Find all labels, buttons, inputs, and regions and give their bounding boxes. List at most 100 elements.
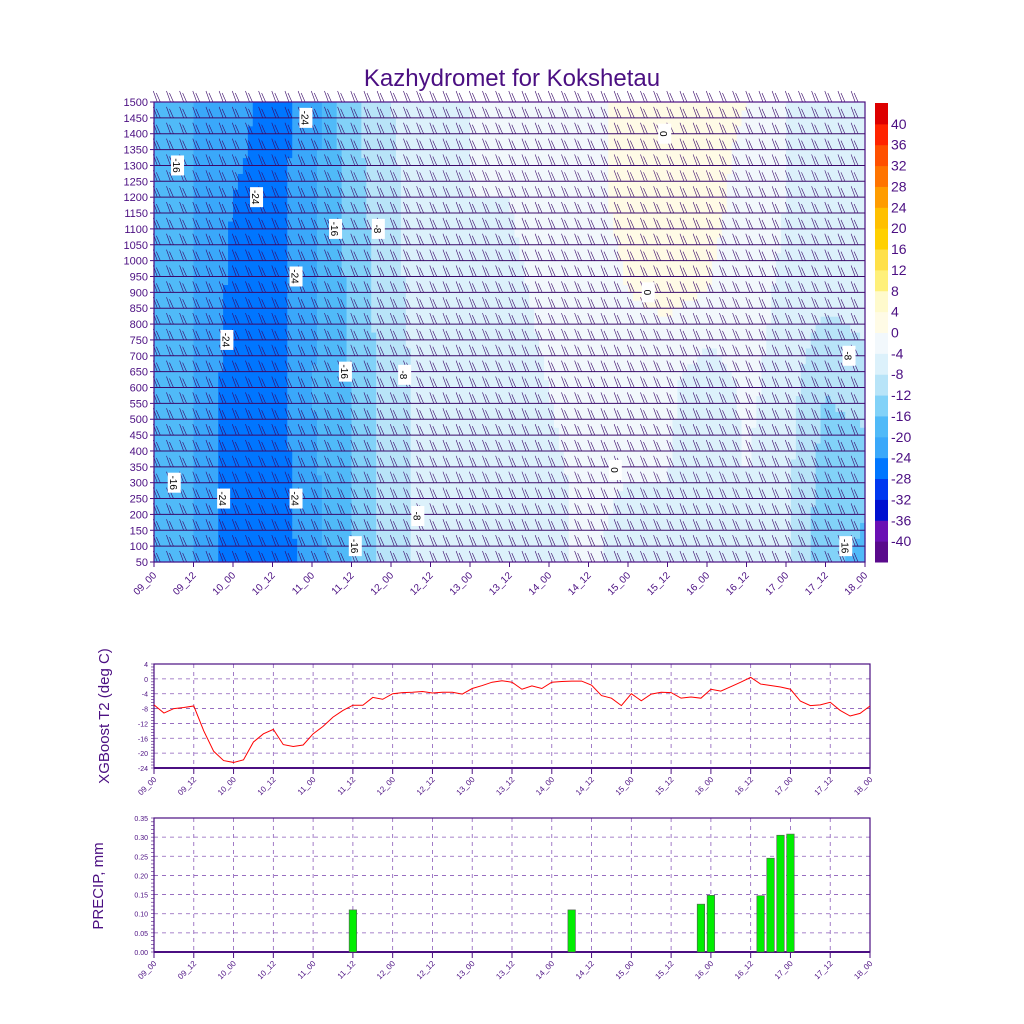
temperature-cell: [534, 490, 540, 500]
temperature-cell: [415, 546, 422, 555]
temperature-cell: [558, 458, 565, 468]
temperature-cell: [312, 474, 318, 484]
temperature-cell: [479, 379, 486, 389]
temperature-cell: [415, 395, 422, 404]
temperature-cell: [391, 506, 397, 516]
temperature-cell: [494, 165, 501, 174]
temperature-cell: [262, 435, 269, 444]
temperature-cell: [223, 371, 229, 381]
temperature-cell: [558, 276, 565, 286]
temperature-cell: [549, 300, 555, 309]
temperature-cell: [420, 205, 427, 214]
temperature-cell: [499, 141, 506, 151]
temperature-cell: [331, 546, 338, 555]
temperature-cell: [489, 157, 496, 167]
temperature-cell: [292, 260, 298, 270]
temperature-cell: [218, 546, 224, 555]
temperature-cell: [568, 252, 575, 262]
temperature-cell: [499, 347, 506, 357]
temperature-cell: [514, 197, 520, 206]
temperature-cell: [376, 165, 382, 174]
temperature-cell: [154, 427, 160, 436]
temperature-cell: [178, 474, 185, 484]
temperature-cell: [470, 490, 476, 500]
temperature-cell: [336, 252, 343, 262]
temperature-cell: [366, 355, 372, 365]
temperature-cell: [198, 411, 204, 420]
temperature-cell: [366, 197, 372, 206]
temperature-cell: [460, 554, 466, 563]
temperature-cell: [395, 522, 402, 531]
temperature-cell: [395, 427, 402, 436]
temperature-cell: [346, 197, 353, 206]
temperature-cell: [292, 157, 298, 167]
temperature-cell: [262, 316, 269, 325]
temperature-cell: [504, 324, 511, 333]
temperature-cell: [366, 133, 372, 143]
temperature-cell: [494, 554, 501, 563]
temperature-cell: [233, 482, 239, 492]
temperature-cell: [539, 244, 545, 254]
temperature-cell: [198, 268, 204, 278]
temperature-cell: [173, 125, 180, 135]
temperature-cell: [440, 530, 446, 539]
temperature-cell: [331, 403, 338, 412]
temperature-cell: [242, 387, 249, 397]
temperature-cell: [519, 450, 525, 460]
temperature-cell: [381, 276, 387, 286]
temperature-cell: [307, 506, 313, 516]
temperature-cell: [376, 419, 382, 428]
temperature-cell: [321, 141, 328, 151]
temperature-cell: [282, 514, 288, 523]
temperature-cell: [499, 149, 506, 159]
temperature-cell: [316, 443, 323, 452]
temperature-cell: [386, 268, 392, 278]
temperature-cell: [277, 443, 283, 452]
temperature-cell: [544, 339, 550, 349]
temperature-cell: [435, 149, 441, 159]
temperature-cell: [272, 435, 279, 444]
temperature-cell: [509, 450, 516, 460]
temperature-cell: [351, 530, 358, 539]
temperature-cell: [381, 133, 387, 143]
temperature-cell: [450, 213, 456, 222]
temperature-cell: [287, 419, 293, 428]
temperature-cell: [228, 371, 234, 381]
temperature-cell: [563, 197, 570, 206]
temperature-cell: [410, 189, 417, 198]
temperature-cell: [470, 284, 476, 293]
temperature-cell: [198, 347, 204, 357]
temperature-cell: [346, 213, 353, 222]
temperature-cell: [331, 276, 338, 286]
temperature-cell: [302, 316, 308, 325]
temperature-cell: [450, 292, 456, 301]
temperature-cell: [287, 149, 293, 159]
temperature-cell: [312, 213, 318, 222]
temperature-cell: [341, 300, 348, 309]
temperature-cell: [519, 498, 525, 508]
temperature-cell: [223, 157, 229, 167]
temperature-cell: [346, 387, 353, 397]
temperature-cell: [154, 268, 160, 278]
temperature-cell: [573, 450, 580, 460]
temperature-cell: [346, 506, 353, 516]
temperature-cell: [514, 109, 520, 119]
temperature-cell: [386, 546, 392, 555]
temperature-cell: [297, 538, 303, 547]
temperature-cell: [237, 427, 244, 436]
temperature-cell: [386, 514, 392, 523]
temperature-cell: [307, 197, 313, 206]
temperature-cell: [366, 244, 372, 254]
temperature-cell: [208, 387, 214, 397]
temperature-cell: [341, 268, 348, 278]
temperature-cell: [267, 276, 274, 286]
temperature-cell: [430, 355, 437, 365]
temperature-cell: [208, 355, 214, 365]
temperature-cell: [450, 339, 456, 349]
temperature-cell: [292, 371, 298, 381]
temperature-cell: [450, 546, 456, 555]
temperature-cell: [247, 276, 254, 286]
temperature-cell: [529, 276, 535, 286]
temperature-cell: [558, 514, 565, 523]
temperature-cell: [573, 379, 580, 389]
